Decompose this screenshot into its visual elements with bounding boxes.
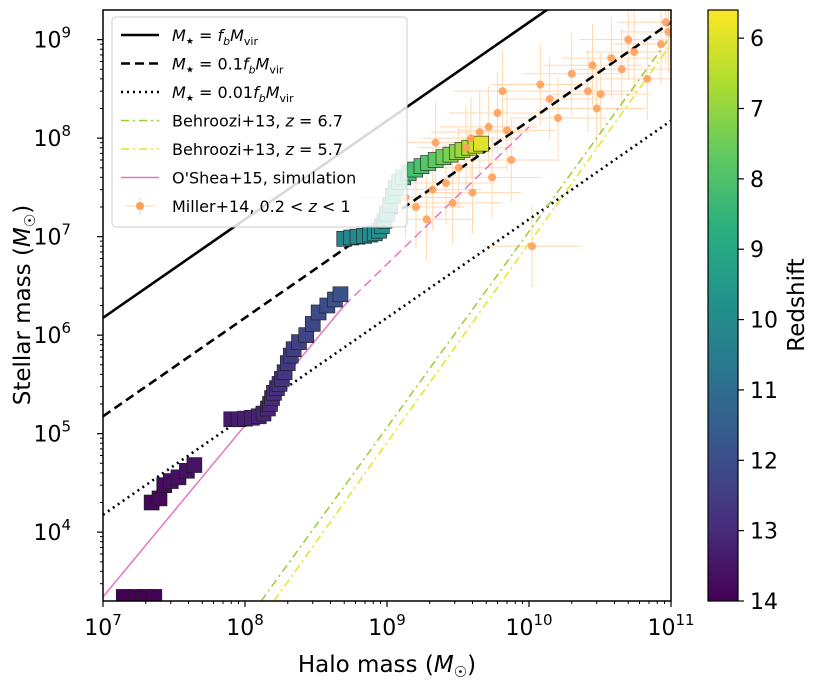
miller-point (503, 126, 512, 135)
colorbar-tick-label: 7 (750, 98, 764, 123)
legend-marker (136, 202, 144, 210)
x-tick-label: 1010 (505, 611, 552, 641)
colorbar-tick-label: 6 (750, 27, 764, 52)
miller-point (596, 90, 605, 99)
miller-point (468, 188, 477, 197)
legend-label: Behroozi+13, z = 5.7 (172, 140, 343, 159)
colorbar-gradient (707, 9, 739, 602)
x-tick-label: 1011 (647, 611, 694, 641)
y-tick-label: 109 (33, 24, 71, 54)
miller-point (567, 69, 576, 78)
y-tick-label: 106 (33, 319, 71, 349)
line-oshea-simulation (103, 305, 345, 598)
colorbar: 6 7 8 9 10 11 12 13 14 Redshift (707, 9, 810, 615)
y-tick-label: 105 (33, 418, 71, 448)
miller-point (536, 80, 545, 89)
miller-point (475, 128, 484, 137)
y-tick-label: 108 (33, 122, 71, 152)
galaxy-square-point (151, 490, 168, 507)
miller-point (624, 35, 633, 44)
miller-point (441, 179, 450, 188)
colorbar-tick-label: 12 (750, 449, 778, 474)
legend-label: O'Shea+15, simulation (172, 169, 356, 188)
miller-point (448, 198, 457, 207)
miller-point (664, 27, 671, 36)
miller-point (431, 138, 440, 147)
miller-point (617, 65, 626, 74)
miller-point (553, 114, 562, 123)
x-tick-label: 107 (84, 611, 122, 641)
galaxy-square-point (146, 589, 163, 601)
legend-label: Behroozi+13, z = 6.7 (172, 112, 343, 131)
miller-point (588, 61, 597, 70)
x-tick-label: 108 (226, 611, 264, 641)
miller-point (656, 40, 665, 49)
legend-0.1fb: M★ = 0.1fbMvir (121, 55, 284, 77)
miller-point (498, 87, 507, 96)
miller-point (528, 242, 537, 251)
x-axis-label: Halo mass (M☉) (298, 652, 476, 681)
miller-point (661, 18, 670, 27)
legend-label: Miller+14, 0.2 < z < 1 (172, 197, 351, 216)
colorbar-label: Redshift (784, 258, 810, 351)
miller-point (488, 173, 497, 182)
miller-point (454, 163, 463, 172)
miller-point (422, 215, 431, 224)
miller-point (507, 156, 516, 165)
line-oshea-extrapolation (343, 126, 530, 307)
x-axis-ticks: 107 108 109 1010 1011 (84, 601, 695, 641)
legend-box (111, 16, 408, 228)
miller-point (643, 74, 652, 83)
colorbar-tick-label: 11 (750, 379, 778, 404)
miller-point (493, 109, 502, 118)
legend-miller: Miller+14, 0.2 < z < 1 (125, 197, 351, 216)
legend-label: M★ = 0.01fbMvir (172, 83, 294, 105)
y-axis-label: Stellar mass (M☉) (10, 205, 39, 405)
y-tick-label: 107 (33, 221, 71, 251)
colorbar-ticks: 6 7 8 9 10 11 12 13 14 (738, 27, 778, 615)
legend-label: M★ = fbMvir (172, 26, 258, 48)
legend-behroozi-5.7: Behroozi+13, z = 5.7 (121, 140, 343, 159)
colorbar-tick-label: 14 (750, 590, 778, 615)
line-0.1fb (103, 21, 671, 418)
y-tick-label: 104 (33, 516, 71, 546)
miller-point (484, 122, 493, 131)
miller-point (630, 47, 639, 56)
colorbar-tick-label: 10 (750, 309, 778, 334)
miller-point (428, 185, 437, 194)
miller-point (461, 143, 470, 152)
legend: M★ = fbMvir M★ = 0.1fbMvir M★ = 0.01fbMvir… (111, 16, 408, 228)
colorbar-tick-label: 8 (750, 168, 764, 193)
svg-text:Halo mass (M☉): Halo mass (M☉) (298, 652, 476, 681)
x-tick-label: 109 (368, 611, 406, 641)
galaxy-square-point (332, 286, 349, 303)
miller-point (592, 104, 601, 113)
svg-text:Stellar mass (M☉): Stellar mass (M☉) (10, 205, 39, 405)
line-behroozi-z5.7 (273, 43, 671, 601)
y-axis-ticks: 104 105 106 107 108 109 (33, 24, 103, 585)
legend-0.01fb: M★ = 0.01fbMvir (121, 83, 294, 105)
miller-point (583, 87, 592, 96)
galaxy-square-point (186, 457, 203, 473)
legend-fb: M★ = fbMvir (121, 26, 258, 48)
line-0.01fb (103, 119, 671, 516)
miller-point (411, 203, 420, 211)
miller-point (607, 54, 616, 63)
galaxy-square-point (473, 135, 489, 152)
legend-oshea: O'Shea+15, simulation (121, 169, 356, 188)
legend-behroozi-6.7: Behroozi+13, z = 6.7 (121, 112, 343, 131)
line-behroozi-z6.7 (260, 35, 671, 601)
colorbar-tick-label: 9 (750, 238, 764, 263)
colorbar-tick-label: 13 (750, 520, 778, 545)
legend-label: M★ = 0.1fbMvir (172, 55, 284, 77)
miller-point (466, 134, 475, 143)
miller-point (545, 94, 554, 103)
